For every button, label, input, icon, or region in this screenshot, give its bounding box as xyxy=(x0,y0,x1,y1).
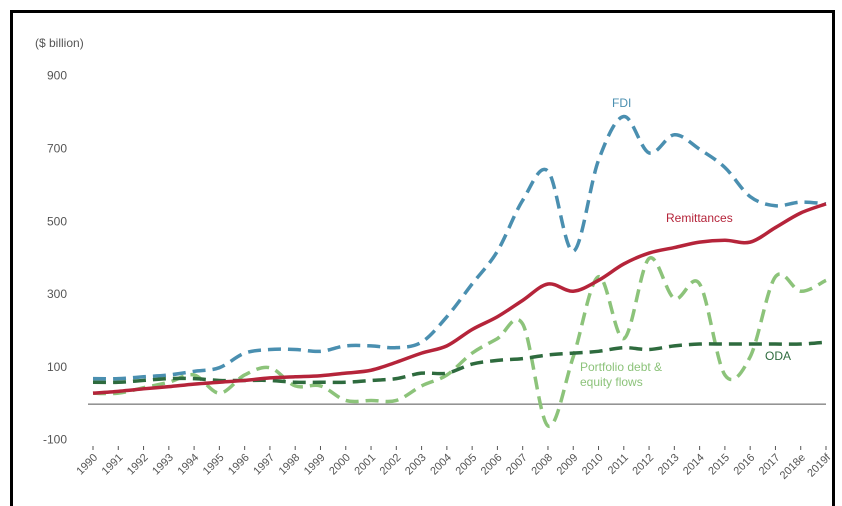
series-line xyxy=(92,340,827,385)
x-tick-label: 2011 xyxy=(606,452,631,477)
series-label: FDI xyxy=(612,96,632,110)
x-tick-label: 1991 xyxy=(100,452,126,478)
series-label: Portfolio debt & equity flows xyxy=(580,360,663,389)
x-tick-label: 2013 xyxy=(656,452,682,478)
x-tick-label: 2005 xyxy=(454,452,480,478)
x-tick-label: 1992 xyxy=(125,452,151,478)
y-axis-label: ($ billion) xyxy=(35,36,84,50)
x-tick-label: 2000 xyxy=(327,452,353,478)
x-tick-label: 2009 xyxy=(555,452,581,478)
x-tick-label: 1994 xyxy=(175,452,201,478)
series-label-box: Remittances xyxy=(666,211,733,225)
x-tick-label: 1997 xyxy=(251,452,277,478)
x-tick-label: 1995 xyxy=(201,452,227,478)
x-tick-label: 2015 xyxy=(706,452,732,478)
x-tick-label: 2016 xyxy=(732,452,758,478)
x-tick-label: 2006 xyxy=(479,452,505,478)
x-tick-label: 2010 xyxy=(580,452,606,478)
y-tick-label: 100 xyxy=(47,360,67,374)
y-tick-label: 300 xyxy=(47,287,67,301)
frame xyxy=(10,10,835,506)
x-tick-label: 2018e xyxy=(778,452,808,482)
series-line xyxy=(92,202,827,395)
x-tick-label: 2007 xyxy=(504,452,530,478)
x-tick-label: 1993 xyxy=(150,452,176,478)
series-label: ODA xyxy=(765,349,792,363)
series-line xyxy=(92,114,827,381)
y-tick-label: 700 xyxy=(47,141,67,155)
x-tick-label: 1999 xyxy=(302,452,328,478)
series-label-box: FDI xyxy=(612,96,632,110)
x-tick-label: 1990 xyxy=(74,452,100,478)
x-tick-label: 1998 xyxy=(277,452,303,478)
x-tick-label: 2012 xyxy=(630,452,656,478)
series-line xyxy=(92,256,827,428)
y-tick-label: 900 xyxy=(47,69,67,83)
x-tick-label: 2008 xyxy=(529,452,555,478)
x-tick-label: 2002 xyxy=(378,452,404,478)
series-label: Remittances xyxy=(666,211,733,225)
y-tick-label: -100 xyxy=(43,433,67,447)
series-label-box: ODA xyxy=(765,349,792,363)
x-tick-label: 1996 xyxy=(226,452,252,478)
x-tick-label: 2001 xyxy=(352,452,378,478)
x-tick-label: 2003 xyxy=(403,452,429,478)
series-label-box: Portfolio debt & equity flows xyxy=(580,360,663,389)
x-tick-label: 2014 xyxy=(681,452,707,478)
x-tick-label: 2019f xyxy=(805,451,834,480)
y-tick-label: 500 xyxy=(47,214,67,228)
x-tick-label: 2004 xyxy=(428,452,454,478)
